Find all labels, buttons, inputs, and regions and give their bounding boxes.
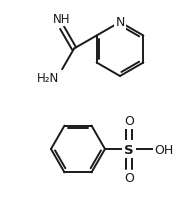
Text: NH: NH: [53, 13, 71, 26]
Text: O: O: [124, 171, 134, 184]
Text: H₂N: H₂N: [37, 72, 59, 85]
Text: S: S: [124, 143, 134, 156]
Text: OH: OH: [154, 143, 173, 156]
Text: N: N: [115, 16, 125, 29]
Text: O: O: [124, 115, 134, 127]
